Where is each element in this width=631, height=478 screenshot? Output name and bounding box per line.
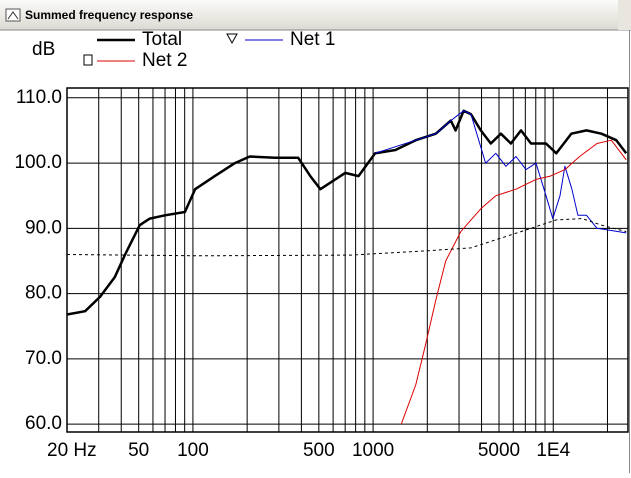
y-tick-label: 100.0 (14, 152, 62, 173)
title-bar (0, 0, 631, 30)
window-icon-glyph (7, 11, 19, 20)
x-tick-label: 1E4 (536, 440, 570, 461)
legend-marker (83, 54, 93, 66)
series-line (66, 218, 627, 257)
window-controls[interactable] (618, 0, 631, 30)
y-tick-label: 60.0 (25, 413, 62, 434)
legend-label: Net 2 (142, 50, 187, 71)
y-tick-label: 70.0 (25, 348, 62, 369)
series-line (374, 110, 627, 234)
x-tick-label: 5000 (478, 440, 520, 461)
x-tick-label: 50 (128, 440, 149, 461)
y-tick-label: 80.0 (25, 283, 62, 304)
y-tick-label: 110.0 (16, 87, 62, 108)
legend-label: Total (142, 29, 182, 50)
plot-frame (66, 87, 629, 433)
window-icon[interactable] (5, 8, 21, 22)
y-axis-label: dB (32, 39, 55, 60)
x-tick-label: 500 (303, 440, 335, 461)
legend-marker (226, 33, 238, 45)
legend-label: Net 1 (290, 29, 335, 50)
y-tick-label: 90.0 (25, 217, 62, 238)
x-tick-label: 1000 (352, 440, 394, 461)
window-title: Summed frequency response (25, 8, 193, 22)
x-tick-label: 100 (177, 440, 209, 461)
series-line (400, 139, 627, 425)
x-tick-label: 20 Hz (47, 440, 97, 461)
